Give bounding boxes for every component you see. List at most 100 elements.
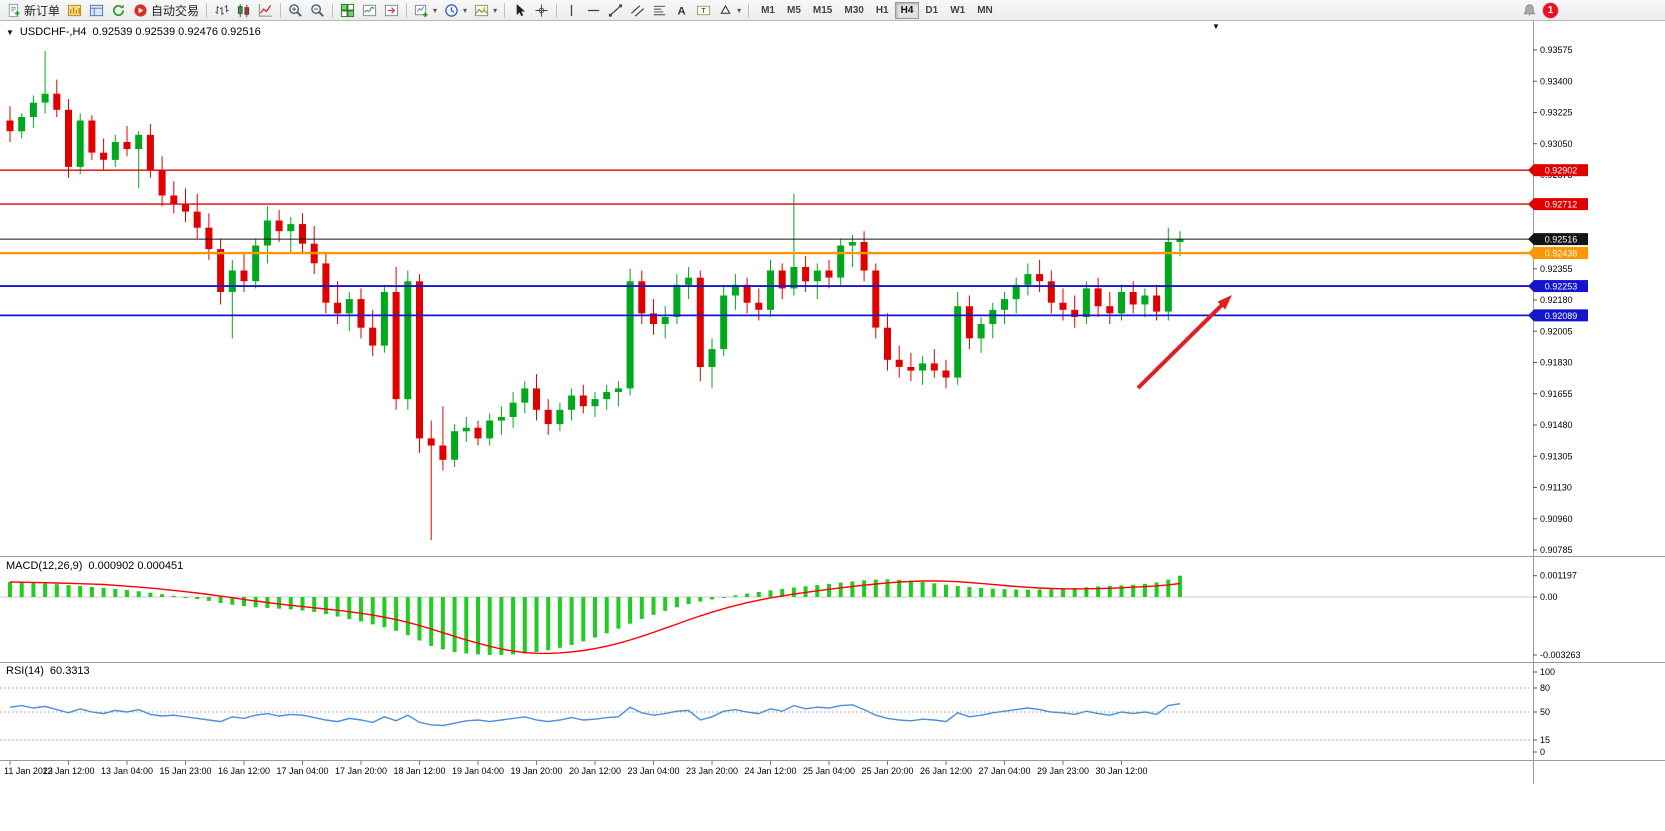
price-level-badge: 0.92089	[1545, 311, 1578, 321]
time-axis-label: 19 Jan 20:00	[510, 766, 562, 776]
timeframe-button-H4[interactable]: H4	[894, 1, 920, 19]
macd-axis-label: -0.003263	[1540, 650, 1581, 660]
cursor-icon	[516, 3, 526, 16]
clock-icon	[445, 3, 458, 17]
chart-title: ▼ USDCHF-,H4 0.92539 0.92539 0.92476 0.9…	[6, 26, 261, 38]
zoom-in-icon	[289, 3, 302, 17]
chart-shift-icon	[384, 4, 399, 16]
time-axis-label: 19 Jan 04:00	[452, 766, 504, 776]
time-axis-label: 26 Jan 12:00	[920, 766, 972, 776]
timeframe-button-MN[interactable]: MN	[971, 2, 999, 19]
channel-tool-button[interactable]	[627, 1, 648, 20]
line-chart-button[interactable]	[255, 1, 276, 20]
time-axis-label: 12 Jan 12:00	[42, 766, 94, 776]
chart-shift-button[interactable]	[381, 1, 402, 20]
timeframe-button-H1[interactable]: H1	[870, 2, 895, 19]
line-chart-icon	[258, 3, 272, 17]
fibonacci-icon	[653, 5, 666, 15]
macd-panel-label: MACD(12,26,9) 0.000902 0.000451	[6, 560, 183, 572]
time-axis-label: 29 Jan 23:00	[1037, 766, 1089, 776]
price-axis-label: 0.93225	[1540, 108, 1573, 118]
price-axis-label: 0.93400	[1540, 76, 1573, 86]
bell-icon[interactable]	[1522, 3, 1537, 18]
notification-area: 1	[1522, 2, 1558, 18]
bar-chart-button[interactable]	[211, 1, 232, 20]
rsi-axis-label: 80	[1540, 683, 1550, 693]
label-icon: T	[697, 5, 711, 15]
auto-trading-label: 自动交易	[151, 3, 200, 18]
channel-icon	[631, 4, 645, 17]
tile-windows-button[interactable]	[337, 1, 358, 20]
tile-windows-icon	[340, 3, 355, 17]
price-axis-label: 0.93575	[1540, 45, 1573, 55]
rsi-axis-label: 50	[1540, 707, 1550, 717]
time-axis-label: 18 Jan 12:00	[393, 766, 445, 776]
price-axis-label: 0.92180	[1540, 295, 1573, 305]
refresh-button[interactable]	[108, 1, 129, 20]
rsi-axis-label: 100	[1540, 667, 1555, 677]
toolbar: 新订单 自动交易 ▾ ▾	[0, 0, 1665, 21]
price-axis-label: 0.90960	[1540, 514, 1573, 524]
timeframe-button-M30[interactable]: M30	[838, 2, 869, 19]
template-dropdown[interactable]: ▾	[471, 1, 500, 20]
toolbar-separator	[332, 2, 334, 18]
data-window-button[interactable]	[86, 1, 107, 20]
svg-text:A: A	[678, 5, 686, 17]
chevron-down-icon: ▾	[493, 5, 498, 15]
auto-trading-button[interactable]: 自动交易	[130, 1, 202, 20]
zoom-out-icon	[311, 3, 324, 17]
timeframe-button-W1[interactable]: W1	[944, 2, 971, 19]
price-axis-label: 0.93050	[1540, 139, 1573, 149]
quick-panel-arrow-icon[interactable]: ▼	[6, 27, 14, 37]
new-chart-icon	[414, 4, 428, 17]
vertical-line-tool-button[interactable]	[561, 1, 582, 20]
scroll-position-marker-icon[interactable]: ▼	[1212, 22, 1220, 31]
data-window-icon	[89, 4, 104, 16]
label-tool-button[interactable]: T	[693, 1, 714, 20]
refresh-icon	[113, 3, 125, 16]
new-order-button[interactable]: 新订单	[3, 1, 63, 20]
timeframe-button-M15[interactable]: M15	[807, 2, 838, 19]
time-axis-label: 13 Jan 04:00	[101, 766, 153, 776]
time-axis-label: 25 Jan 04:00	[803, 766, 855, 776]
price-axis-label: 0.91480	[1540, 420, 1573, 430]
timeframe-button-D1[interactable]: D1	[919, 2, 944, 19]
price-axis-label: 0.92005	[1540, 326, 1573, 336]
new-chart-dropdown[interactable]: ▾	[411, 1, 440, 20]
zoom-in-button[interactable]	[285, 1, 306, 20]
crosshair-icon	[535, 3, 548, 17]
auto-trading-icon	[134, 3, 147, 17]
market-watch-button[interactable]	[64, 1, 85, 20]
time-axis-label: 15 Jan 23:00	[159, 766, 211, 776]
text-tool-button[interactable]: A	[671, 1, 692, 20]
price-level-badge: 0.92712	[1545, 200, 1578, 210]
rsi-panel-label: RSI(14) 60.3313	[6, 665, 90, 677]
crosshair-button[interactable]	[531, 1, 552, 20]
time-axis-label: 17 Jan 04:00	[276, 766, 328, 776]
zoom-out-button[interactable]	[307, 1, 328, 20]
period-dropdown[interactable]: ▾	[441, 1, 470, 20]
indicators-icon	[362, 4, 377, 16]
chevron-down-icon: ▾	[737, 5, 742, 15]
ohlc-values: 0.92539 0.92539 0.92476 0.92516	[92, 26, 261, 38]
alerts-badge[interactable]: 1	[1543, 2, 1558, 18]
timeframe-button-M5[interactable]: M5	[781, 2, 807, 19]
cursor-button[interactable]	[509, 1, 530, 20]
timeframe-button-M1[interactable]: M1	[755, 2, 781, 19]
price-axis-label: 0.91130	[1540, 483, 1572, 493]
candlestick-chart-button[interactable]	[233, 1, 254, 20]
horizontal-line-tool-button[interactable]	[583, 1, 604, 20]
trendline-tool-button[interactable]	[605, 1, 626, 20]
price-axis-label: 0.91655	[1540, 389, 1573, 399]
price-axis-label: 0.91830	[1540, 358, 1573, 368]
timeframe-toolbar: M1 M5 M15 M30 H1 H4 D1 W1 MN	[755, 1, 999, 19]
time-axis-label: 27 Jan 04:00	[978, 766, 1030, 776]
fibonacci-tool-button[interactable]	[649, 1, 670, 20]
toolbar-separator	[748, 2, 750, 18]
chevron-down-icon: ▾	[463, 5, 468, 15]
shapes-dropdown[interactable]: ▾	[715, 1, 744, 20]
time-axis-label: 25 Jan 20:00	[861, 766, 913, 776]
indicators-button[interactable]	[359, 1, 380, 20]
price-axis-label: 0.92355	[1540, 264, 1573, 274]
